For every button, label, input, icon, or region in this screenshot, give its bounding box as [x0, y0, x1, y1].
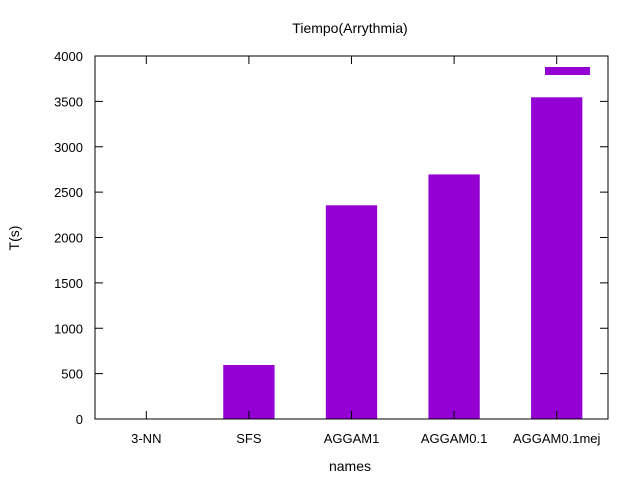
y-tick-label: 2000 — [54, 231, 83, 246]
x-tick-label: AGGAM1 — [324, 431, 380, 446]
bar-aggam0-1mej — [531, 97, 583, 419]
y-tick-label: 500 — [61, 367, 83, 382]
bars-layer — [223, 97, 583, 419]
y-tick-label: 4000 — [54, 49, 83, 64]
y-tick-label: 3500 — [54, 94, 83, 109]
bar-aggam1 — [325, 205, 378, 419]
x-tick-label: AGGAM0.1mej — [513, 431, 601, 446]
bar-aggam0-1 — [428, 174, 480, 419]
bar-sfs — [223, 365, 275, 419]
y-tick-label: 2500 — [54, 185, 83, 200]
chart-title: Tiempo(Arrythmia) — [292, 20, 407, 36]
x-tick-label: 3-NN — [131, 431, 161, 446]
legend-swatch — [545, 67, 590, 75]
y-tick-label: 1000 — [54, 321, 83, 336]
axis-layer: 0 500 1000 1500 2000 2500 3000 3500 4000 3-NN SFS A… — [54, 49, 609, 446]
y-axis-label: T(s) — [6, 226, 22, 251]
x-tick-label: AGGAM0.1 — [421, 431, 487, 446]
y-tick-label: 0 — [76, 412, 83, 427]
legend — [545, 67, 590, 75]
y-tick-label: 3000 — [54, 140, 83, 155]
x-tick-label: SFS — [236, 431, 262, 446]
x-axis-label: names — [329, 458, 371, 474]
y-tick-label: 1500 — [54, 276, 83, 291]
